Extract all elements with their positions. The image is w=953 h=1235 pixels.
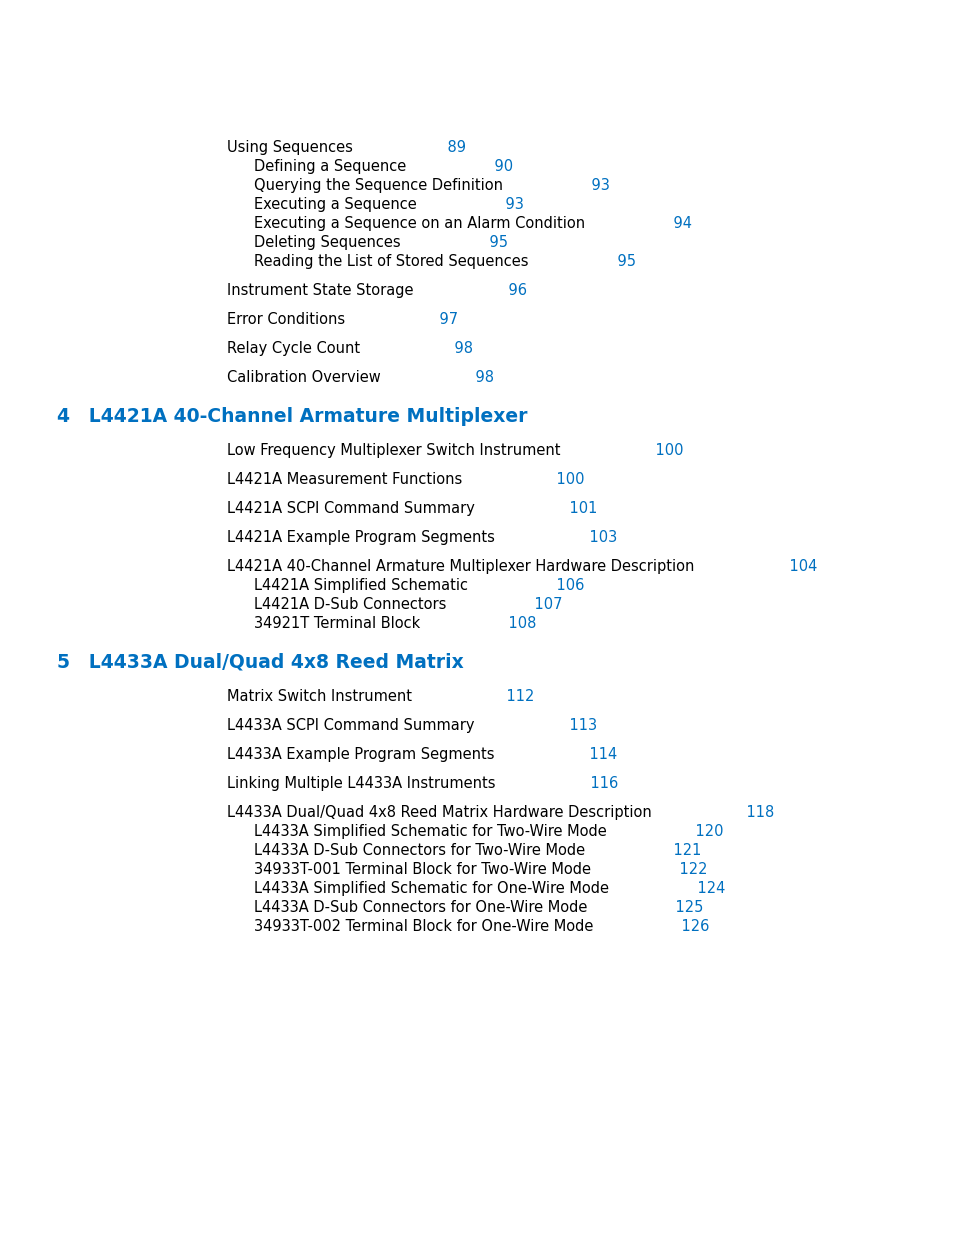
Text: 122: 122 bbox=[660, 862, 707, 877]
Text: 34933T-001 Terminal Block for Two-Wire Mode: 34933T-001 Terminal Block for Two-Wire M… bbox=[253, 862, 590, 877]
Text: 95: 95 bbox=[598, 254, 635, 269]
Text: 126: 126 bbox=[662, 919, 709, 934]
Text: Using Sequences: Using Sequences bbox=[227, 140, 353, 156]
Text: Linking Multiple L4433A Instruments: Linking Multiple L4433A Instruments bbox=[227, 776, 495, 790]
Text: 95: 95 bbox=[470, 235, 507, 249]
Text: 5  L4433A Dual/Quad 4x8 Reed Matrix: 5 L4433A Dual/Quad 4x8 Reed Matrix bbox=[57, 653, 463, 672]
Text: 112: 112 bbox=[488, 689, 534, 704]
Text: L4421A SCPI Command Summary: L4421A SCPI Command Summary bbox=[227, 501, 475, 516]
Text: 114: 114 bbox=[570, 747, 617, 762]
Text: L4421A D-Sub Connectors: L4421A D-Sub Connectors bbox=[253, 597, 446, 613]
Text: Deleting Sequences: Deleting Sequences bbox=[253, 235, 400, 249]
Text: 93: 93 bbox=[486, 198, 523, 212]
Text: 108: 108 bbox=[490, 616, 537, 631]
Text: Instrument State Storage: Instrument State Storage bbox=[227, 283, 413, 298]
Text: L4433A Simplified Schematic for One-Wire Mode: L4433A Simplified Schematic for One-Wire… bbox=[253, 881, 608, 897]
Text: 113: 113 bbox=[550, 718, 597, 734]
Text: L4421A Measurement Functions: L4421A Measurement Functions bbox=[227, 472, 462, 487]
Text: L4433A Simplified Schematic for Two-Wire Mode: L4433A Simplified Schematic for Two-Wire… bbox=[253, 824, 606, 839]
Text: Error Conditions: Error Conditions bbox=[227, 312, 345, 327]
Text: 101: 101 bbox=[551, 501, 597, 516]
Text: 103: 103 bbox=[571, 530, 617, 545]
Text: 93: 93 bbox=[573, 178, 609, 193]
Text: 89: 89 bbox=[429, 140, 466, 156]
Text: L4421A Simplified Schematic: L4421A Simplified Schematic bbox=[253, 578, 468, 593]
Text: 100: 100 bbox=[636, 443, 682, 458]
Text: 34921T Terminal Block: 34921T Terminal Block bbox=[253, 616, 420, 631]
Text: 100: 100 bbox=[537, 472, 584, 487]
Text: Reading the List of Stored Sequences: Reading the List of Stored Sequences bbox=[253, 254, 528, 269]
Text: 118: 118 bbox=[727, 805, 774, 820]
Text: 125: 125 bbox=[657, 900, 703, 915]
Text: 116: 116 bbox=[571, 776, 618, 790]
Text: 90: 90 bbox=[476, 159, 513, 174]
Text: 104: 104 bbox=[770, 559, 816, 574]
Text: L4433A SCPI Command Summary: L4433A SCPI Command Summary bbox=[227, 718, 474, 734]
Text: Relay Cycle Count: Relay Cycle Count bbox=[227, 341, 359, 356]
Text: L4433A Example Program Segments: L4433A Example Program Segments bbox=[227, 747, 494, 762]
Text: L4433A Dual/Quad 4x8 Reed Matrix Hardware Description: L4433A Dual/Quad 4x8 Reed Matrix Hardwar… bbox=[227, 805, 651, 820]
Text: 124: 124 bbox=[679, 881, 724, 897]
Text: L4421A Example Program Segments: L4421A Example Program Segments bbox=[227, 530, 495, 545]
Text: L4433A D-Sub Connectors for One-Wire Mode: L4433A D-Sub Connectors for One-Wire Mod… bbox=[253, 900, 587, 915]
Text: 4  L4421A 40-Channel Armature Multiplexer: 4 L4421A 40-Channel Armature Multiplexer bbox=[57, 408, 527, 426]
Text: Executing a Sequence: Executing a Sequence bbox=[253, 198, 416, 212]
Text: Matrix Switch Instrument: Matrix Switch Instrument bbox=[227, 689, 412, 704]
Text: 97: 97 bbox=[421, 312, 458, 327]
Text: 34933T-002 Terminal Block for One-Wire Mode: 34933T-002 Terminal Block for One-Wire M… bbox=[253, 919, 593, 934]
Text: Low Frequency Multiplexer Switch Instrument: Low Frequency Multiplexer Switch Instrum… bbox=[227, 443, 560, 458]
Text: 94: 94 bbox=[655, 216, 692, 231]
Text: 98: 98 bbox=[436, 341, 473, 356]
Text: Calibration Overview: Calibration Overview bbox=[227, 370, 380, 385]
Text: Executing a Sequence on an Alarm Condition: Executing a Sequence on an Alarm Conditi… bbox=[253, 216, 584, 231]
Text: 107: 107 bbox=[516, 597, 562, 613]
Text: 98: 98 bbox=[456, 370, 494, 385]
Text: Querying the Sequence Definition: Querying the Sequence Definition bbox=[253, 178, 502, 193]
Text: 121: 121 bbox=[655, 844, 700, 858]
Text: 96: 96 bbox=[489, 283, 526, 298]
Text: Defining a Sequence: Defining a Sequence bbox=[253, 159, 406, 174]
Text: 106: 106 bbox=[537, 578, 584, 593]
Text: L4433A D-Sub Connectors for Two-Wire Mode: L4433A D-Sub Connectors for Two-Wire Mod… bbox=[253, 844, 584, 858]
Text: L4421A 40-Channel Armature Multiplexer Hardware Description: L4421A 40-Channel Armature Multiplexer H… bbox=[227, 559, 694, 574]
Text: 120: 120 bbox=[676, 824, 722, 839]
